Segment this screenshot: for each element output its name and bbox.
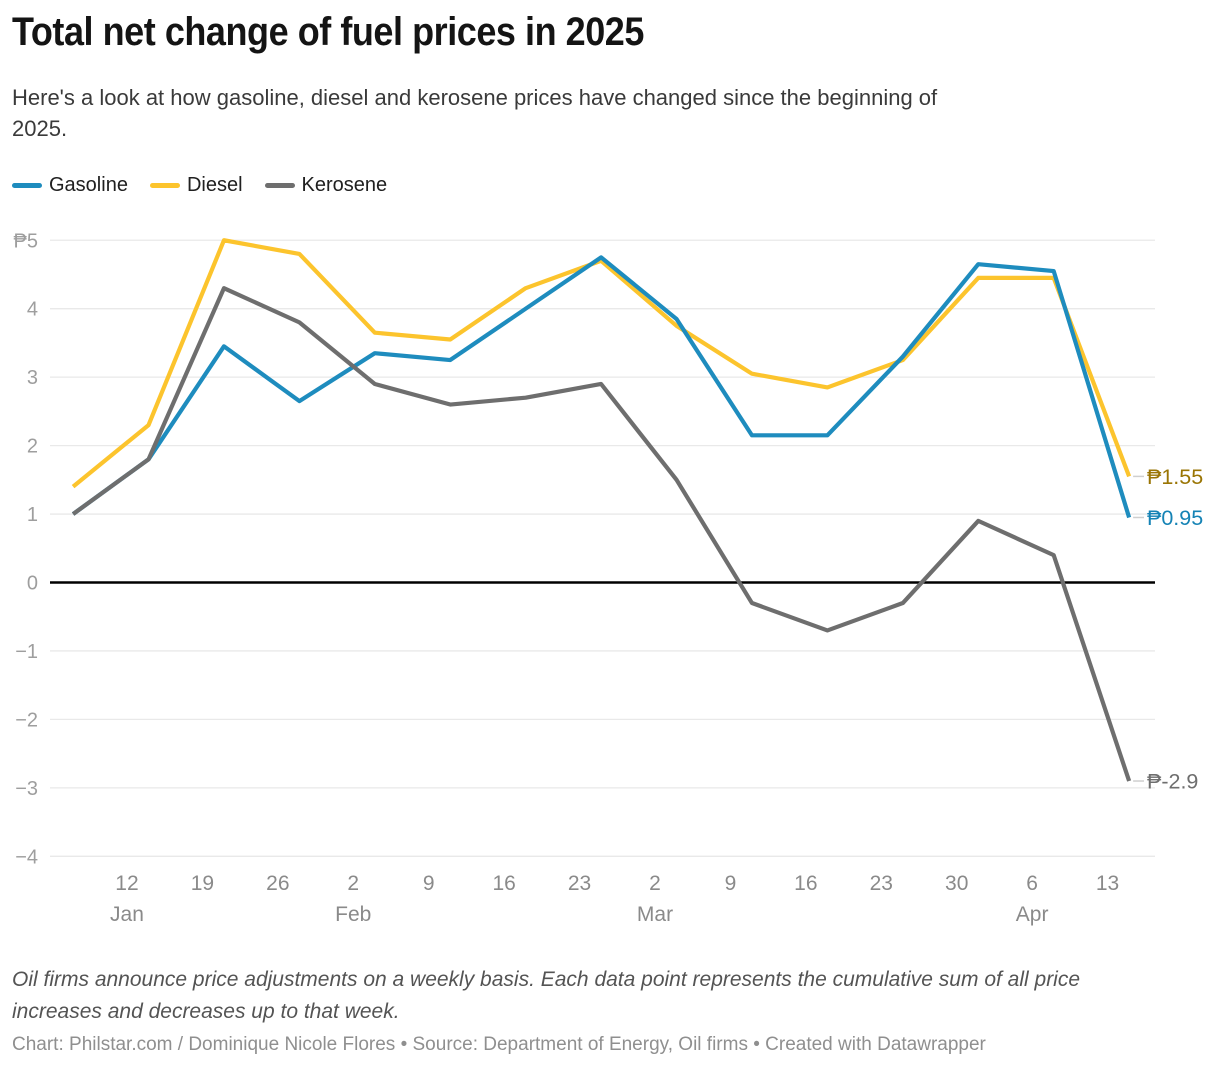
y-tick-label: 0 <box>27 573 38 595</box>
y-tick-label: −2 <box>15 709 38 731</box>
legend-item-diesel: Diesel <box>149 174 243 197</box>
x-tick-label: 6 <box>1026 872 1038 895</box>
x-tick-label: 16 <box>794 872 817 895</box>
y-tick-label: −4 <box>15 846 38 868</box>
chart-title: Total net change of fuel prices in 2025 <box>12 10 644 54</box>
legend-item-kerosene: Kerosene <box>264 174 388 197</box>
chart-credit: Chart: Philstar.com / Dominique Nicole F… <box>12 1034 986 1055</box>
x-tick-label: 23 <box>568 872 591 895</box>
x-tick-label: 16 <box>492 872 515 895</box>
x-tick-label: 26 <box>266 872 289 895</box>
series-line-diesel[interactable] <box>71 238 1132 489</box>
series-line-kerosene[interactable] <box>71 286 1132 782</box>
end-label-diesel: ₱1.55 <box>1147 465 1203 489</box>
kerosene-line-swatch-icon <box>264 183 295 188</box>
x-tick-label: 30 <box>945 872 968 895</box>
chart-footnote-line-1: Oil firms announce price adjustments on … <box>12 968 1081 991</box>
y-tick-label: 4 <box>27 299 38 321</box>
x-month-label: Feb <box>335 903 371 926</box>
y-tick-label: 2 <box>27 436 38 458</box>
y-tick-label: −1 <box>15 641 38 663</box>
x-tick-label: 9 <box>725 872 737 895</box>
chart-subtitle-line-2: 2025. <box>12 116 68 141</box>
legend-label-diesel: Diesel <box>186 174 243 196</box>
series-line-gasoline[interactable] <box>71 255 1132 519</box>
x-tick-label: 12 <box>115 872 138 895</box>
legend-label-gasoline: Gasoline <box>49 174 128 196</box>
chart-footnote: Oil firms announce price adjustments on … <box>12 964 1207 1028</box>
chart-subtitle-line-1: Here's a look at how gasoline, diesel an… <box>12 85 938 110</box>
end-label-gasoline: ₱0.95 <box>1147 506 1203 530</box>
x-month-label: Mar <box>637 903 673 926</box>
x-tick-label: 13 <box>1096 872 1119 895</box>
chart-subtitle: Here's a look at how gasoline, diesel an… <box>12 82 1202 144</box>
y-tick-label: −3 <box>15 778 38 800</box>
x-tick-label: 2 <box>347 872 359 895</box>
y-tick-label: 1 <box>27 504 38 526</box>
y-tick-label: 3 <box>27 367 38 389</box>
chart-legend: Gasoline Diesel Kerosene <box>12 174 387 197</box>
x-tick-label: 9 <box>423 872 435 895</box>
x-tick-label: 2 <box>649 872 661 895</box>
chart-footnote-line-2: increases and decreases up to that week. <box>12 1000 400 1023</box>
gasoline-line-swatch-icon <box>12 183 42 188</box>
legend-item-gasoline: Gasoline <box>12 174 128 197</box>
x-month-label: Jan <box>110 903 144 926</box>
end-label-kerosene: ₱-2.9 <box>1147 770 1198 794</box>
x-month-label: Apr <box>1016 903 1049 926</box>
x-tick-label: 19 <box>191 872 214 895</box>
diesel-line-swatch-icon <box>149 183 180 188</box>
legend-label-kerosene: Kerosene <box>301 174 388 196</box>
x-tick-label: 23 <box>870 872 893 895</box>
y-tick-label: ₱5 <box>14 230 38 252</box>
